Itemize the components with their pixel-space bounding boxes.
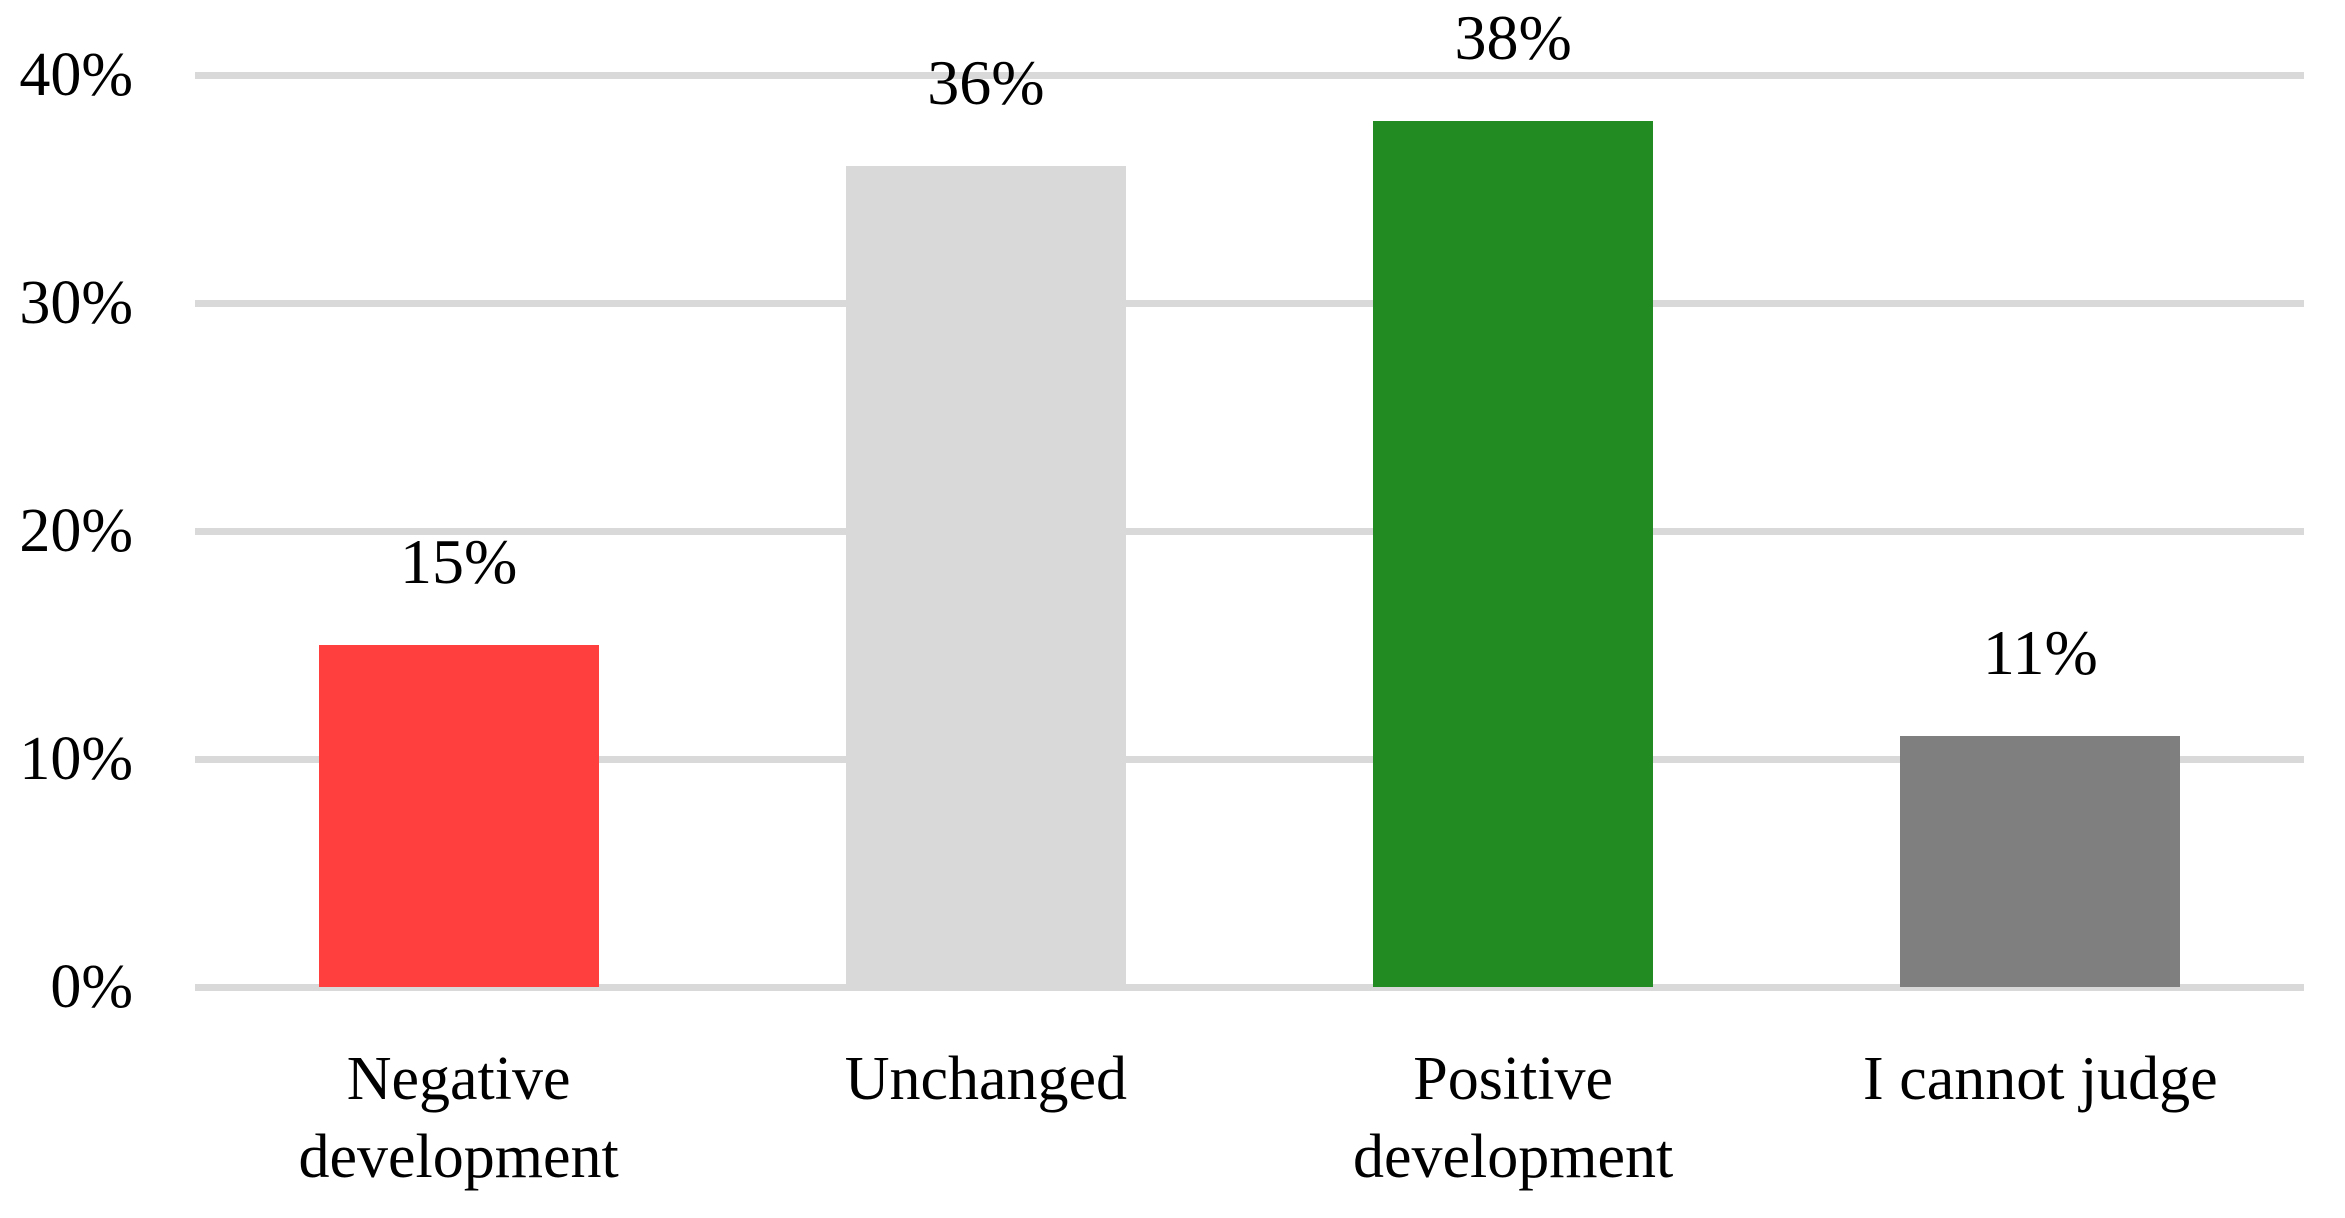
- y-tick-label-30: 30%: [19, 269, 133, 337]
- value-label-unchanged: 36%: [927, 47, 1045, 119]
- bar-negative-development: [318, 645, 599, 987]
- category-label-positive-development: Positive development: [1353, 1045, 1674, 1191]
- y-tick-label-40: 40%: [19, 41, 133, 109]
- gridline-20: [195, 527, 2304, 535]
- bar-unchanged: [845, 166, 1126, 987]
- gridline-40: [195, 71, 2304, 79]
- value-label-positive-development: 38%: [1454, 1, 1572, 73]
- y-tick-label-10: 10%: [19, 725, 133, 793]
- gridline-0: [195, 983, 2304, 991]
- category-label-i-cannot-judge: I cannot judge: [1863, 1045, 2218, 1113]
- y-tick-label-20: 20%: [19, 497, 133, 565]
- bar-i-cannot-judge: [1900, 736, 2181, 987]
- category-label-unchanged: Unchanged: [844, 1045, 1128, 1113]
- value-label-negative-development: 15%: [399, 526, 518, 597]
- y-tick-label-0: 0%: [50, 953, 133, 1021]
- category-label-negative-development: Negative development: [298, 1045, 619, 1191]
- gridline-30: [195, 299, 2304, 307]
- bar-positive-development: [1373, 120, 1654, 987]
- gridline-10: [195, 755, 2304, 763]
- value-label-i-cannot-judge: 11%: [1982, 617, 2098, 689]
